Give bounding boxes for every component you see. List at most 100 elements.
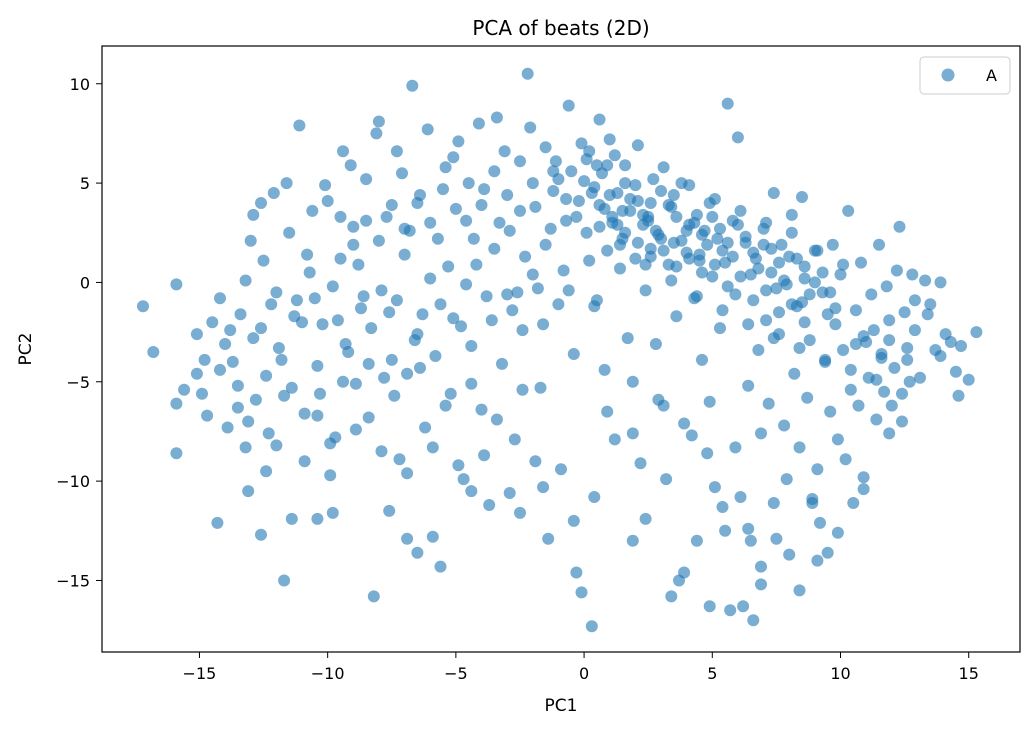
y-tick-label: −15 [56,571,90,590]
data-point [583,254,596,267]
data-point [626,375,639,388]
data-point [614,262,626,275]
data-point [626,534,639,547]
data-point [639,512,652,525]
data-point [219,338,232,350]
data-point [270,439,283,452]
data-point [490,111,503,124]
points-layer [137,67,983,633]
data-point [921,308,934,321]
data-point [275,353,288,366]
data-point [465,377,478,390]
data-point [696,228,708,241]
data-point [360,173,373,186]
data-point [706,270,719,283]
data-point [170,278,183,291]
data-point [660,473,673,486]
data-point [639,284,652,297]
data-point [244,234,257,247]
data-point [198,353,211,366]
data-point [731,218,744,231]
data-point [780,473,793,486]
data-point [767,497,780,509]
data-point [283,226,296,239]
data-point [624,193,637,205]
data-point [452,135,465,148]
data-point [462,177,475,190]
data-point [765,266,778,279]
data-point [447,312,460,325]
data-point [811,244,824,257]
data-point [849,338,862,350]
data-point [685,429,698,442]
data-point [865,288,878,301]
data-point [896,415,908,428]
data-point [303,266,316,279]
data-point [742,522,755,535]
data-point [893,220,906,233]
data-point [334,252,347,265]
data-point [798,316,811,329]
data-point [793,584,806,597]
data-point [226,355,239,368]
data-point [675,234,688,247]
data-point [449,202,462,215]
data-point [580,153,593,166]
data-point [793,441,806,454]
y-tick-label: 5 [80,174,90,193]
data-point [372,115,385,128]
data-point [306,204,319,217]
data-point [878,385,891,398]
data-point [701,238,714,251]
data-point [480,290,493,303]
data-point [431,232,444,245]
data-point [321,195,334,207]
data-point [483,499,496,511]
data-point [934,350,947,362]
data-point [293,119,306,132]
data-point [885,399,898,412]
data-point [485,314,498,327]
data-point [683,179,696,192]
data-point [616,204,629,217]
data-point [608,433,621,446]
data-point [239,274,252,287]
data-point [837,258,850,271]
data-point [421,123,434,136]
data-point [585,187,598,199]
data-point [831,526,844,539]
x-tick-label: −15 [183,664,217,683]
data-point [311,359,324,372]
data-point [742,318,755,331]
data-point [696,353,708,366]
data-point [344,159,357,172]
data-point [390,145,403,158]
data-point [562,99,575,112]
data-point [249,393,262,406]
x-tick-label: 15 [959,664,979,683]
data-point [444,387,457,400]
data-point [434,298,447,311]
data-point [562,284,575,297]
data-point [711,232,724,245]
data-point [349,423,362,436]
data-point [785,298,798,311]
data-point [737,600,750,613]
data-point [349,377,362,390]
data-point [201,409,214,422]
data-point [278,574,291,587]
data-point [170,397,183,410]
data-point [798,272,811,285]
data-point [619,159,632,172]
data-point [760,216,773,229]
y-tick-label: −5 [66,373,90,392]
data-point [514,506,526,519]
data-point [826,238,839,251]
data-point [578,175,591,188]
data-point [496,357,508,370]
data-point [247,208,260,221]
data-point [539,141,552,154]
data-point [770,282,783,295]
data-point [247,332,260,345]
